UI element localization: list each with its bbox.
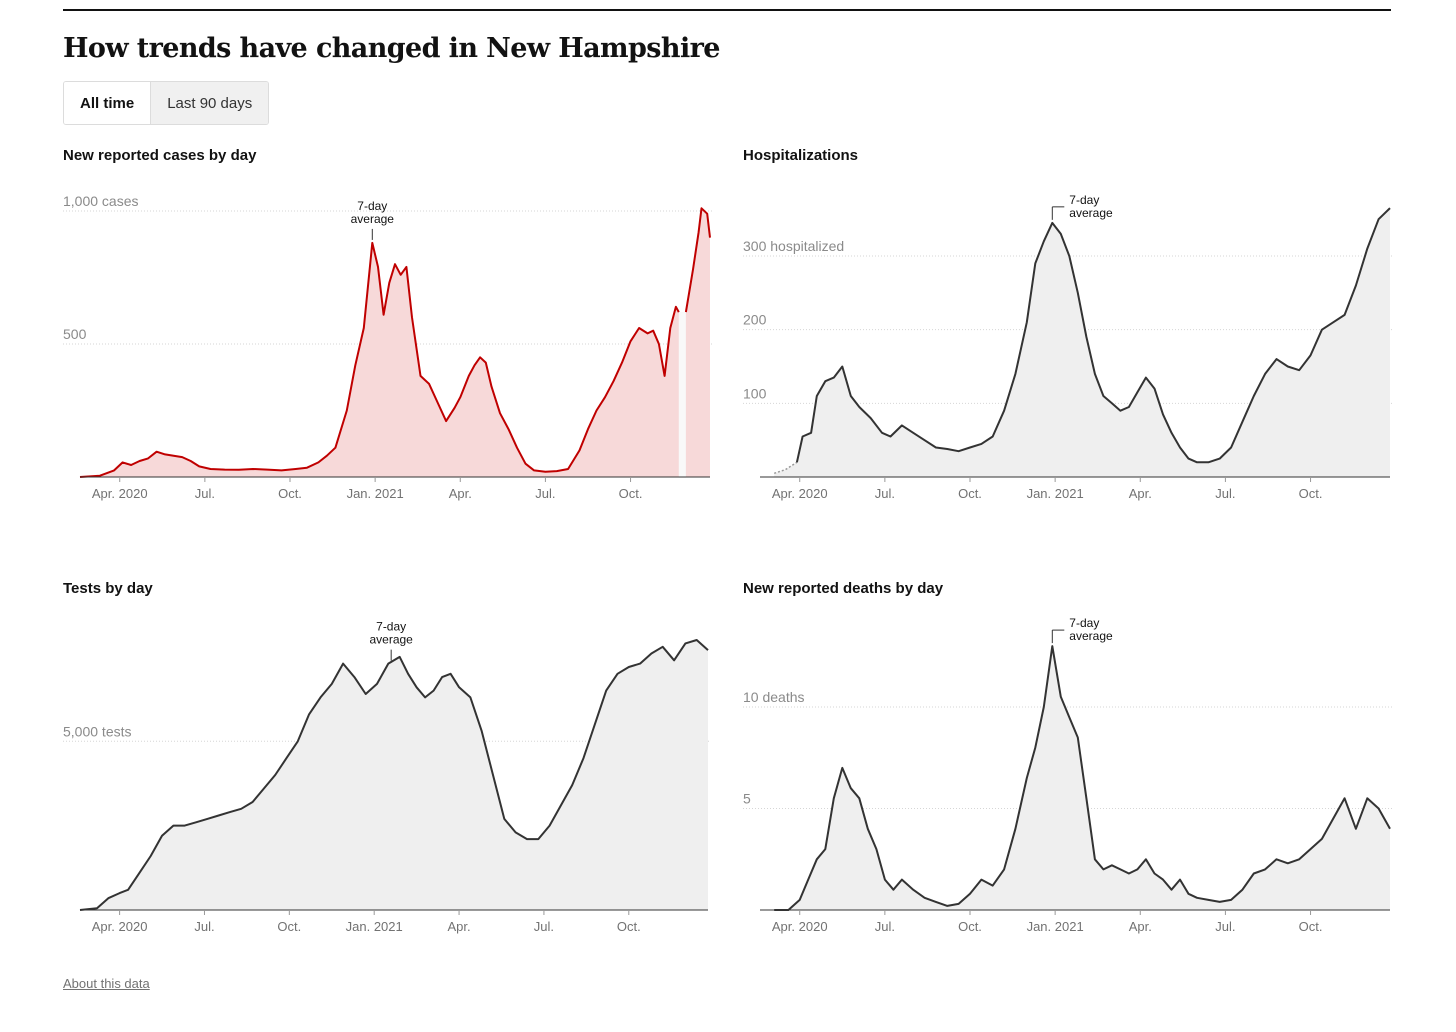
x-tick-label: Jul. [535,486,555,501]
y-tick-label: 10 deaths [743,689,805,705]
y-tick-label: 1,000 cases [63,193,139,209]
x-tick-label: Jul. [195,486,215,501]
annotation-text: 7-day [376,620,406,634]
all-time-button[interactable]: All time [64,82,151,124]
series-line [795,207,1391,464]
annotation-text: average [351,212,395,226]
annotation-text: average [369,633,413,647]
x-tick-label: Apr. 2020 [772,919,828,934]
x-tick-label: Apr. [1129,486,1152,501]
top-rule [63,9,1391,11]
x-tick-label: Oct. [278,486,302,501]
deaths-chart-title: New reported deaths by day [743,580,944,597]
y-tick-label: 5 [743,791,751,807]
last-90-days-button[interactable]: Last 90 days [150,82,269,124]
deaths-chart: 5 10 deaths Apr. 2020 Jul. Oct. Jan. 2021 Apr.… [743,616,1393,934]
series-line-dashed [773,461,798,475]
x-tick-label: Jul. [194,919,214,934]
x-tick-label: Apr. 2020 [92,919,148,934]
x-tick-label: Jul. [1215,486,1235,501]
y-tick-label: 300 hospitalized [743,238,844,254]
x-tick-label: Jul. [875,919,895,934]
x-tick-label: Jan. 2021 [1027,486,1084,501]
annotation-text: average [1069,206,1113,220]
series-line [79,639,709,911]
tests-chart-title: Tests by day [63,580,153,597]
series-area [80,208,710,478]
series-area [80,640,708,910]
annotation-text: 7-day [357,199,387,213]
series-line [684,207,711,313]
x-tick-label: Oct. [1299,919,1323,934]
x-tick-label: Jul. [534,919,554,934]
annotation-text: 7-day [1069,616,1099,630]
hospitalizations-chart: 100 200 300 hospitalized Apr. 2020 Jul. Oct. J… [743,193,1393,501]
x-tick-label: Jan. 2021 [347,486,404,501]
y-tick-label: 200 [743,312,767,328]
cases-chart: 500 1,000 cases Apr. 2020 Jul. Oct. Jan. 2021… [63,193,713,501]
y-tick-label: 100 [743,385,767,401]
x-tick-label: Oct. [617,919,641,934]
series-area [774,646,1390,910]
x-tick-label: Jul. [875,486,895,501]
annotation-text: average [1069,629,1113,643]
x-tick-label: Apr. [449,486,472,501]
about-data-link[interactable]: About this data [63,976,150,991]
x-tick-label: Jul. [1215,919,1235,934]
series-area [774,208,1390,477]
hospitalizations-chart-title: Hospitalizations [743,147,859,164]
x-tick-label: Apr. 2020 [772,486,828,501]
x-tick-label: Apr. [448,919,471,934]
x-tick-label: Jan. 2021 [1027,919,1084,934]
y-tick-label: 5,000 tests [63,723,132,739]
x-tick-label: Oct. [958,486,982,501]
y-tick-label: 500 [63,326,87,342]
annotation-text: 7-day [1069,193,1099,207]
data-gap [678,312,686,478]
x-tick-label: Oct. [619,486,643,501]
x-tick-label: Oct. [277,919,301,934]
x-tick-label: Oct. [1299,486,1323,501]
cases-chart-title: New reported cases by day [63,147,257,164]
x-tick-label: Oct. [958,919,982,934]
tests-chart: 5,000 tests Apr. 2020 Jul. Oct. Jan. 2021 Apr… [63,620,711,934]
x-tick-label: Jan. 2021 [346,919,403,934]
series-line [774,645,1391,911]
x-tick-label: Apr. 2020 [92,486,148,501]
series-line [79,241,680,478]
time-range-toggle: All time Last 90 days [63,81,270,125]
x-tick-label: Apr. [1129,919,1152,934]
page-title: How trends have changed in New Hampshire [63,33,720,64]
